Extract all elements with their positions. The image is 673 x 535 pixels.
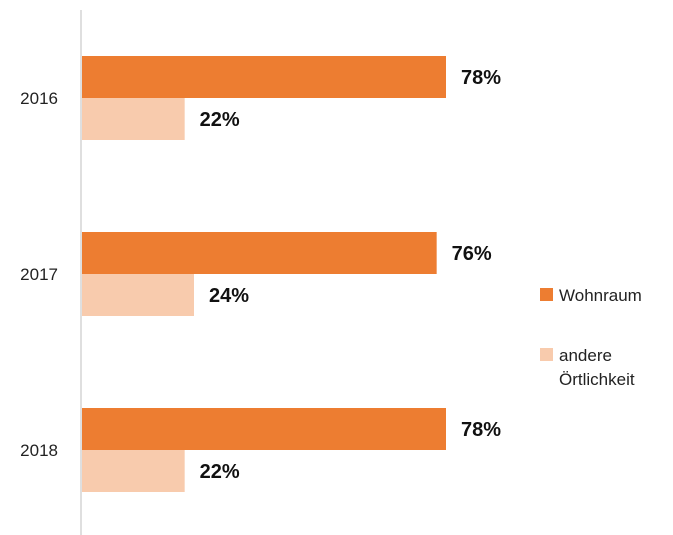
labels-group: 2016 78% 22% 2017 76% 24% 2018 78% 22% (20, 67, 501, 483)
legend: Wohnraum andere Örtlichkeit (540, 284, 673, 392)
category-label-2016: 2016 (20, 89, 58, 108)
data-label-2016-series-1: 78% (461, 67, 501, 89)
bar-2016-series-2 (82, 98, 185, 140)
data-label-2016-series-2: 22% (200, 109, 240, 131)
bar-2016-series-1 (82, 56, 446, 98)
legend-item-wohnraum: Wohnraum (540, 284, 673, 308)
category-label-2017: 2017 (20, 265, 58, 284)
data-label-2017-series-2: 24% (209, 285, 249, 307)
bar-2017-series-2 (82, 274, 194, 316)
bars-group (82, 56, 446, 492)
data-label-2018-series-1: 78% (461, 419, 501, 441)
category-label-2018: 2018 (20, 441, 58, 460)
legend-label-wohnraum: Wohnraum (559, 286, 642, 305)
bar-2018-series-2 (82, 450, 185, 492)
data-label-2017-series-1: 76% (452, 243, 492, 265)
legend-swatch-wohnraum (540, 288, 553, 301)
legend-label-andere-oertlichkeit: andere Örtlichkeit (559, 346, 635, 389)
legend-swatch-andere-oertlichkeit (540, 348, 553, 361)
bar-2018-series-1 (82, 408, 446, 450)
legend-item-andere-oertlichkeit: andere Örtlichkeit (540, 344, 673, 392)
data-label-2018-series-2: 22% (200, 461, 240, 483)
bar-2017-series-1 (82, 232, 437, 274)
